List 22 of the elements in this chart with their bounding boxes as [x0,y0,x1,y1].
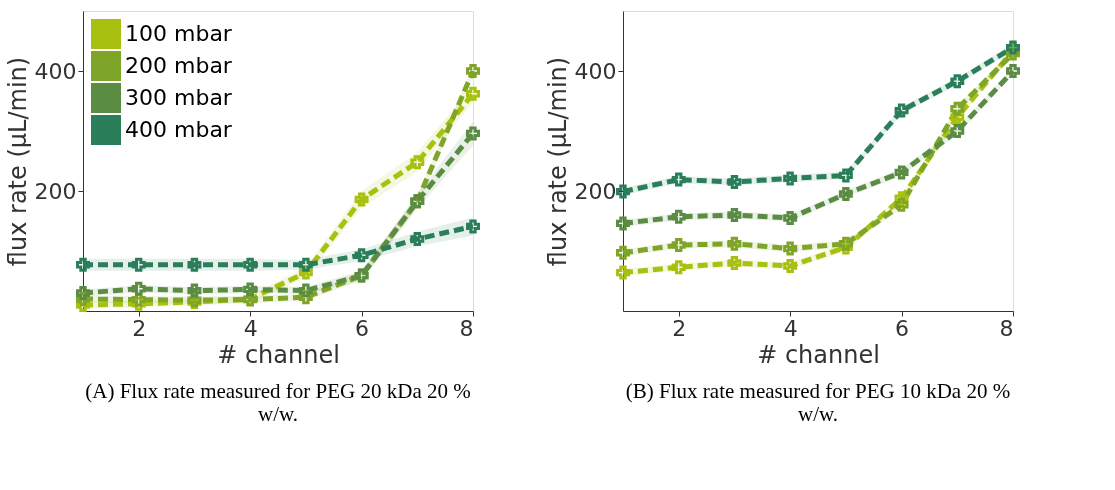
y-tick-label: 200 [34,178,77,204]
x-tick-label: 8 [999,315,1014,341]
legend-label: 300 mbar [125,85,233,110]
y-axis-title: flux rate (μL/min) [543,56,572,267]
x-tick-label: 2 [132,315,147,341]
x-axis-title: # channel [217,340,340,369]
y-tick-label: 400 [34,58,77,84]
x-tick-label: 8 [459,315,474,341]
x-tick-label: 4 [783,315,798,341]
legend-label: 400 mbar [125,117,233,142]
text: (A) Flux rate measured for PEG 20 kDa 20 % w/w. [85,379,471,426]
x-tick-label: 4 [243,315,258,341]
legend-label: 200 mbar [125,53,233,78]
legend-label: 100 mbar [125,21,233,46]
y-tick-label: 400 [574,58,617,84]
x-tick-label: 6 [895,315,910,341]
text: (B) Flux rate measured for PEG 10 kDa 20 % w/w. [625,379,1011,426]
y-axis-title: flux rate (μL/min) [3,56,32,267]
x-tick-label: 2 [672,315,687,341]
x-axis-title: # channel [757,340,880,369]
y-tick-label: 200 [574,178,617,204]
x-tick-label: 6 [355,315,370,341]
